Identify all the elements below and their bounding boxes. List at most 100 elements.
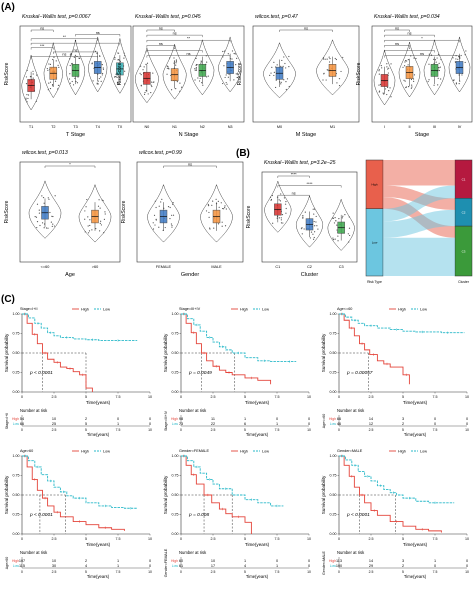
jitter-point xyxy=(224,225,227,227)
legend-strata-label: Gender=FEMALE xyxy=(179,449,210,453)
risk-x-tick-label: 10 xyxy=(465,428,469,432)
violin-outline xyxy=(200,183,233,243)
x-axis-label: Age xyxy=(65,272,75,278)
jitter-point xyxy=(78,57,80,59)
risk-x-tick-label: 7.5 xyxy=(116,428,121,432)
jitter-point xyxy=(407,86,410,88)
y-axis-label: Survival probability xyxy=(321,333,326,372)
jitter-point xyxy=(25,99,27,101)
jitter-point xyxy=(347,233,349,235)
jitter-point xyxy=(116,82,119,84)
jitter-point xyxy=(39,224,41,227)
jitter-point xyxy=(437,53,440,55)
y-axis-label: Survival probability xyxy=(163,475,168,514)
jitter-point xyxy=(124,70,126,72)
jitter-point xyxy=(224,76,226,79)
jitter-point xyxy=(342,56,344,59)
risk-count: 10 xyxy=(52,559,56,563)
jitter-point xyxy=(271,66,273,68)
jitter-point xyxy=(209,228,211,230)
jitter-point xyxy=(167,65,169,68)
jitter-point xyxy=(57,88,59,90)
risk-count: 0 xyxy=(466,559,468,563)
violin-outline xyxy=(263,41,296,99)
jitter-point xyxy=(378,73,380,75)
significance-label: ns xyxy=(159,26,163,30)
jitter-point xyxy=(26,101,28,103)
y-axis-label: RiskScore xyxy=(4,62,10,85)
jitter-point xyxy=(152,228,155,230)
jitter-point xyxy=(281,214,284,216)
x-tick-label: I xyxy=(384,125,385,129)
jitter-point xyxy=(278,199,280,201)
x-tick-label: II xyxy=(408,125,410,129)
plot-frame xyxy=(136,161,244,263)
y-axis-label: RiskScore xyxy=(121,200,127,223)
jitter-point xyxy=(300,228,303,230)
jitter-point xyxy=(280,65,282,67)
risk-x-axis-label: Time(years) xyxy=(246,574,269,579)
survival-curve-high xyxy=(22,455,125,531)
risk-x-tick-label: 7.5 xyxy=(433,570,438,574)
jitter-point xyxy=(302,216,304,218)
violin-outline xyxy=(190,39,215,96)
jitter-point xyxy=(26,69,28,72)
significance-label: * xyxy=(75,40,77,44)
jitter-point xyxy=(338,85,341,87)
jitter-point xyxy=(181,86,183,88)
jitter-point xyxy=(465,50,467,52)
jitter-point xyxy=(154,200,156,202)
jitter-point xyxy=(301,227,303,229)
y-tick-label: 0.50 xyxy=(330,351,337,355)
jitter-point xyxy=(155,206,157,209)
jitter-point xyxy=(175,87,177,90)
jitter-point xyxy=(411,86,413,88)
jitter-point xyxy=(222,50,224,53)
jitter-point xyxy=(207,203,209,206)
significance-bracket xyxy=(384,55,460,58)
jitter-point xyxy=(304,211,306,213)
significance-bracket xyxy=(30,47,54,50)
significance-label: **** xyxy=(307,182,313,186)
y-tick-label: 0.00 xyxy=(330,390,337,394)
x-tick-label: <=60 xyxy=(41,265,50,269)
y-tick-label: 0.75 xyxy=(330,332,337,336)
jitter-point xyxy=(171,224,173,227)
risk-count: 14 xyxy=(369,559,373,563)
violin-outline xyxy=(147,183,180,243)
jitter-point xyxy=(225,74,227,76)
jitter-point xyxy=(458,56,460,58)
y-tick-label: 0.75 xyxy=(13,332,20,336)
risk-row-label: Low xyxy=(13,564,20,568)
jitter-point xyxy=(99,230,101,232)
survival-curve-high xyxy=(22,313,93,392)
jitter-point xyxy=(98,77,100,80)
x-tick-label: 2.5 xyxy=(52,537,57,541)
jitter-point xyxy=(34,215,36,218)
jitter-point xyxy=(179,90,181,92)
risk-x-tick-label: 10 xyxy=(148,570,152,574)
risk-x-tick-label: 10 xyxy=(307,570,311,574)
risk-x-tick-label: 2.5 xyxy=(52,570,57,574)
jitter-point xyxy=(151,81,153,83)
jitter-point xyxy=(415,57,417,60)
jitter-point xyxy=(386,66,388,68)
jitter-point xyxy=(427,80,429,83)
risk-count: 1 xyxy=(276,564,278,568)
panel-label-c: (C) xyxy=(1,294,15,305)
violin-outline xyxy=(423,39,446,96)
jitter-point xyxy=(235,73,237,75)
legend-label-high: High xyxy=(398,450,406,454)
risk-x-tick-label: 2.5 xyxy=(52,428,57,432)
jitter-point xyxy=(46,67,48,70)
jitter-point xyxy=(439,66,441,68)
jitter-point xyxy=(279,200,282,202)
jitter-point xyxy=(99,222,101,225)
jitter-point xyxy=(49,211,51,214)
jitter-point xyxy=(314,231,316,233)
jitter-point xyxy=(200,62,202,64)
jitter-point xyxy=(69,73,71,75)
jitter-point xyxy=(452,57,454,59)
violin-outline xyxy=(65,39,86,96)
